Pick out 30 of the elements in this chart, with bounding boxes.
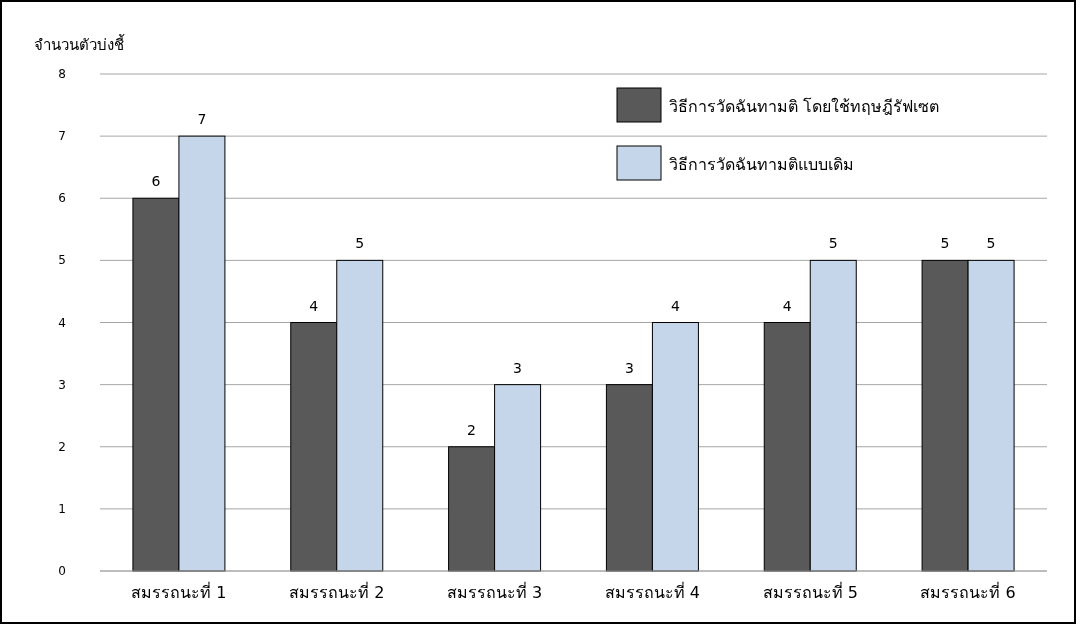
x-tick-label: สมรรถนะที่ 4 [604,581,701,602]
legend-label: วิธีการวัดฉันทามติ โดยใช้ทฤษฎีรัฟเซต [669,97,940,116]
y-tick-label: 4 [58,315,66,330]
data-label: 5 [355,235,365,252]
y-tick-label: 2 [58,439,66,454]
y-tick-label: 1 [58,501,66,516]
y-tick-label: 7 [58,129,66,144]
x-tick-label: สมรรถนะที่ 5 [762,581,858,602]
data-label: 4 [670,297,680,314]
data-label: 4 [309,297,319,314]
data-label: 3 [513,359,523,376]
x-tick-label: สมรรถนะที่ 6 [920,581,1016,602]
y-tick-label: 0 [58,564,66,578]
x-tick-label: สมรรถนะที่ 2 [289,581,385,602]
data-label: 4 [782,297,792,314]
y-tick-label: 6 [58,191,66,206]
data-label: 5 [940,235,950,252]
data-label: 5 [986,235,996,252]
x-tick-label: สมรรถนะที่ 3 [446,581,543,602]
y-tick-label: 5 [58,253,66,268]
data-label: 5 [828,235,838,252]
data-label: 3 [624,359,634,376]
y-tick-label: 8 [58,67,66,81]
data-label: 2 [467,421,477,438]
data-label: 7 [197,111,207,128]
x-tick-label: สมรรถนะที่ 1 [131,581,227,602]
y-tick-label: 3 [58,377,66,392]
y-axis-title: จำนวนตัวบ่งชี้ [34,34,125,54]
data-label: 6 [151,173,161,190]
legend-label: วิธีการวัดฉันทามติแบบเดิม [669,155,854,174]
